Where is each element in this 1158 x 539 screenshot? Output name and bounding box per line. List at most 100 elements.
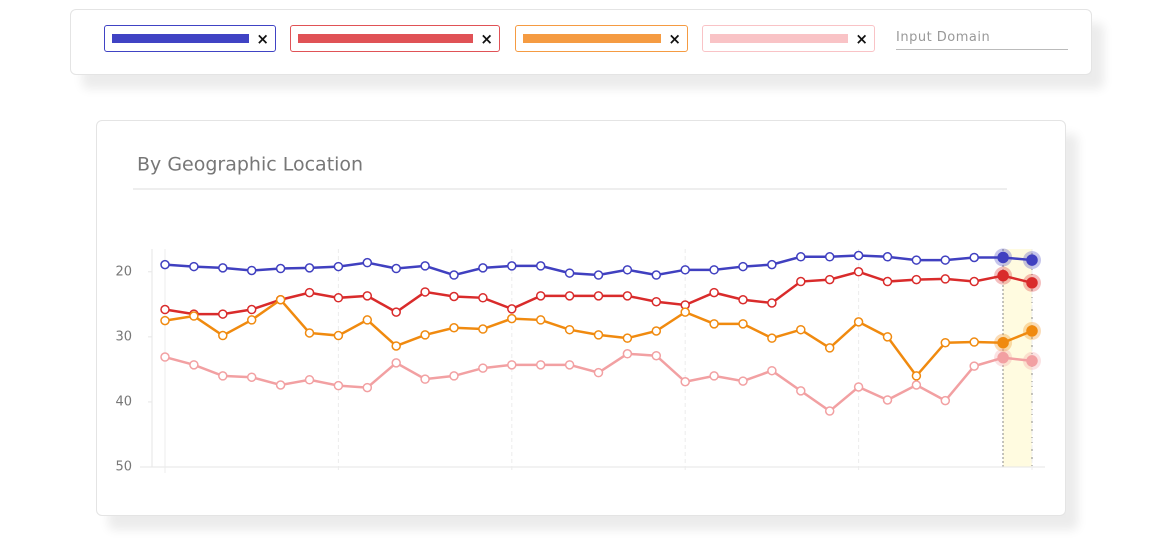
chip-remove[interactable]: × [480, 30, 493, 48]
point [969, 252, 979, 263]
point [997, 351, 1009, 364]
point [218, 330, 228, 341]
point [593, 330, 604, 340]
chip-swatch [710, 34, 848, 43]
chip-swatch [523, 34, 661, 43]
point [449, 270, 459, 280]
point [940, 395, 951, 406]
point [709, 287, 719, 298]
point [391, 307, 401, 317]
point [969, 361, 979, 371]
point [969, 337, 979, 347]
point [651, 326, 662, 336]
point [882, 276, 893, 287]
point [680, 377, 690, 387]
point [796, 276, 806, 287]
point [478, 324, 488, 334]
point [275, 380, 286, 390]
point [767, 333, 777, 343]
point [651, 350, 662, 361]
point [824, 274, 835, 285]
point [767, 259, 777, 270]
point [796, 386, 806, 396]
point [391, 263, 401, 274]
filter-chip[interactable]: × [702, 25, 875, 52]
point [882, 252, 893, 262]
point [911, 274, 922, 285]
point [564, 268, 575, 278]
y-tick-label: 40 [115, 394, 132, 409]
point [1026, 254, 1038, 266]
point [651, 296, 662, 307]
point [564, 360, 575, 370]
point [911, 255, 922, 265]
point [478, 363, 488, 373]
point [738, 376, 748, 386]
chip-remove[interactable]: × [256, 30, 269, 48]
point [333, 330, 344, 341]
point [333, 293, 344, 303]
point [333, 261, 344, 272]
point [796, 252, 806, 262]
point [362, 315, 373, 325]
point [304, 375, 315, 385]
filter-chip[interactable]: × [104, 25, 276, 52]
point [738, 295, 748, 305]
point [997, 336, 1009, 349]
y-tick-label: 50 [115, 460, 132, 475]
point [738, 319, 748, 329]
chip-remove[interactable]: × [668, 30, 681, 48]
chip-swatch [112, 34, 249, 43]
point [997, 251, 1009, 264]
point [853, 267, 864, 277]
point [940, 255, 951, 265]
point [420, 374, 430, 384]
point [709, 265, 719, 275]
point [564, 291, 575, 301]
domain-input[interactable]: Input Domain [896, 30, 1068, 50]
point [882, 332, 893, 342]
point [189, 360, 199, 370]
filter-chip[interactable]: × [290, 25, 500, 52]
point [304, 328, 315, 338]
chart-card [96, 120, 1066, 516]
point [189, 261, 199, 272]
point [478, 293, 488, 303]
point [160, 352, 170, 362]
point [564, 324, 575, 335]
point [997, 269, 1009, 282]
point [709, 371, 719, 381]
point [911, 371, 922, 381]
filter-chip[interactable]: × [515, 25, 688, 52]
point [622, 265, 633, 275]
point [593, 367, 604, 378]
point [333, 380, 344, 391]
point [940, 337, 951, 348]
point [362, 291, 373, 301]
point [160, 259, 170, 270]
point [391, 358, 401, 368]
point [246, 304, 257, 315]
point [218, 309, 228, 319]
point [767, 365, 777, 376]
point [796, 324, 806, 335]
filter-bar: Input Domain × × × × [70, 9, 1092, 75]
point [593, 291, 604, 301]
point [507, 261, 517, 271]
point [189, 311, 199, 321]
point [304, 287, 315, 298]
point [160, 304, 170, 315]
point [420, 261, 430, 271]
point [275, 295, 286, 305]
chip-remove[interactable]: × [855, 30, 868, 48]
point [622, 349, 633, 359]
point [767, 298, 777, 308]
point [535, 315, 546, 325]
point [824, 252, 835, 262]
point [362, 257, 373, 268]
point [853, 317, 864, 327]
point [449, 291, 459, 302]
